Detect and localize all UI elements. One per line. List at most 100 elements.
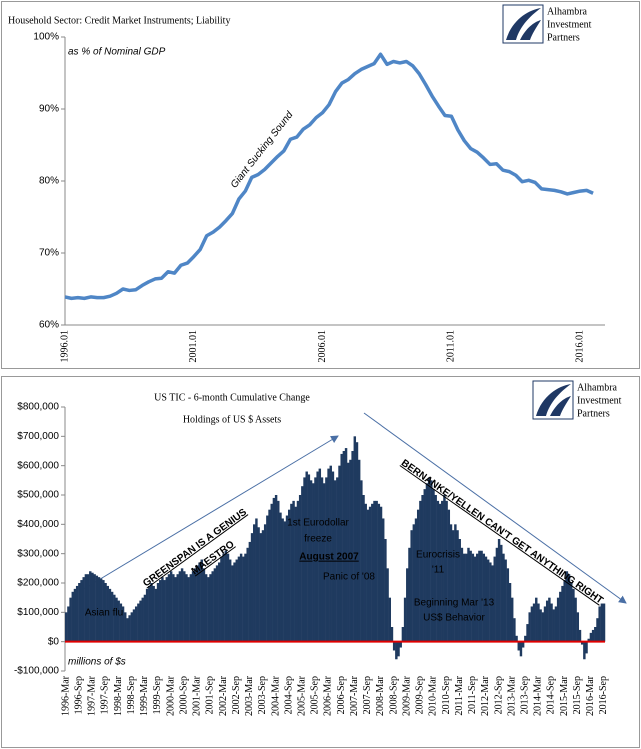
bar <box>172 574 175 642</box>
x-tick-label: 2001-Sep <box>205 676 216 714</box>
bar <box>84 574 88 642</box>
y-tick-label: 90% <box>39 104 59 115</box>
bar <box>513 618 516 642</box>
bar <box>137 603 140 642</box>
bar <box>572 588 575 642</box>
bar <box>587 638 590 642</box>
bar <box>377 503 381 642</box>
bar <box>510 597 514 642</box>
bar <box>565 571 569 642</box>
x-tick-label: 2001-Mar <box>192 675 203 716</box>
x-tick-label: 2013-Sep <box>519 676 530 714</box>
bar <box>355 442 359 642</box>
chart-title: Holdings of US $ Assets <box>183 414 281 425</box>
bar <box>69 597 72 642</box>
bar <box>454 524 457 642</box>
bar <box>134 606 138 642</box>
x-tick-label: 2003-Mar <box>244 675 255 716</box>
bar <box>159 580 162 642</box>
bar <box>548 597 551 642</box>
bar <box>567 574 571 642</box>
x-tick-label: 2001.01 <box>188 330 199 363</box>
bar <box>211 571 214 642</box>
bar <box>220 556 223 642</box>
annotation: Beginning Mar '13 <box>414 598 495 609</box>
x-tick-label: 2010-Mar <box>428 675 439 716</box>
bar <box>226 553 230 642</box>
y-tick-label: -$100,000 <box>14 666 59 677</box>
logo-text: Alhambra <box>547 6 588 17</box>
bar <box>303 477 306 642</box>
x-tick-label: 2015-Mar <box>559 675 570 716</box>
bar <box>559 591 562 642</box>
bar <box>465 553 468 642</box>
annotation: 1st Eurodollar <box>287 518 349 529</box>
bar <box>196 565 199 642</box>
bar <box>239 553 243 642</box>
x-tick-label: 2015-Sep <box>572 676 583 714</box>
bar <box>384 539 387 642</box>
bar <box>121 606 125 642</box>
bar <box>141 597 144 642</box>
bar <box>493 556 496 642</box>
bar <box>392 641 396 651</box>
bar <box>414 518 418 642</box>
bar <box>471 553 475 642</box>
bar <box>504 559 507 642</box>
bar <box>75 585 79 642</box>
x-tick-label: 2000-Sep <box>178 676 189 714</box>
bar <box>148 585 151 642</box>
bar <box>416 509 420 642</box>
bar <box>86 574 90 642</box>
bar <box>545 600 549 642</box>
bar <box>266 515 269 642</box>
bar <box>309 480 313 642</box>
bar <box>550 603 553 642</box>
bar <box>167 574 171 642</box>
bar <box>318 468 322 642</box>
y-tick-label: $300,000 <box>17 548 59 559</box>
x-tick-label: 1998-Sep <box>126 676 137 714</box>
bar <box>255 518 258 642</box>
x-tick-label: 2005-Sep <box>310 676 321 714</box>
bar <box>539 609 542 642</box>
bar <box>242 556 245 642</box>
bar <box>495 547 499 642</box>
bar <box>233 562 236 642</box>
bar <box>80 580 83 642</box>
bar <box>104 583 107 642</box>
bar <box>580 641 584 645</box>
bar <box>126 618 129 642</box>
bar <box>228 559 232 642</box>
bar <box>598 606 601 642</box>
bar <box>290 503 293 642</box>
bar <box>532 603 536 642</box>
bar <box>312 483 315 642</box>
bar <box>202 568 206 642</box>
x-tick-label: 2004-Mar <box>270 675 281 716</box>
x-tick-label: 2006.01 <box>317 330 328 363</box>
bar <box>200 559 203 642</box>
bar <box>97 577 101 642</box>
x-tick-label: 2007-Sep <box>362 676 373 714</box>
bar <box>419 500 422 642</box>
bar <box>583 641 586 660</box>
bar <box>272 497 276 642</box>
bar <box>526 624 529 642</box>
bar <box>388 597 391 642</box>
x-tick-label: 2012-Mar <box>480 675 491 716</box>
bar <box>390 627 394 642</box>
y-tick-label: 80% <box>39 176 59 187</box>
bar <box>215 565 219 642</box>
bar <box>469 550 472 642</box>
bar <box>108 588 112 642</box>
bar <box>349 459 352 642</box>
bar <box>288 509 291 642</box>
annotation: '11 <box>432 565 445 576</box>
x-tick-label: 2013-Mar <box>506 675 517 716</box>
bar <box>340 453 343 642</box>
bar <box>139 600 142 642</box>
logo-text: Partners <box>577 408 610 419</box>
bar <box>373 500 376 642</box>
bar <box>222 553 225 642</box>
